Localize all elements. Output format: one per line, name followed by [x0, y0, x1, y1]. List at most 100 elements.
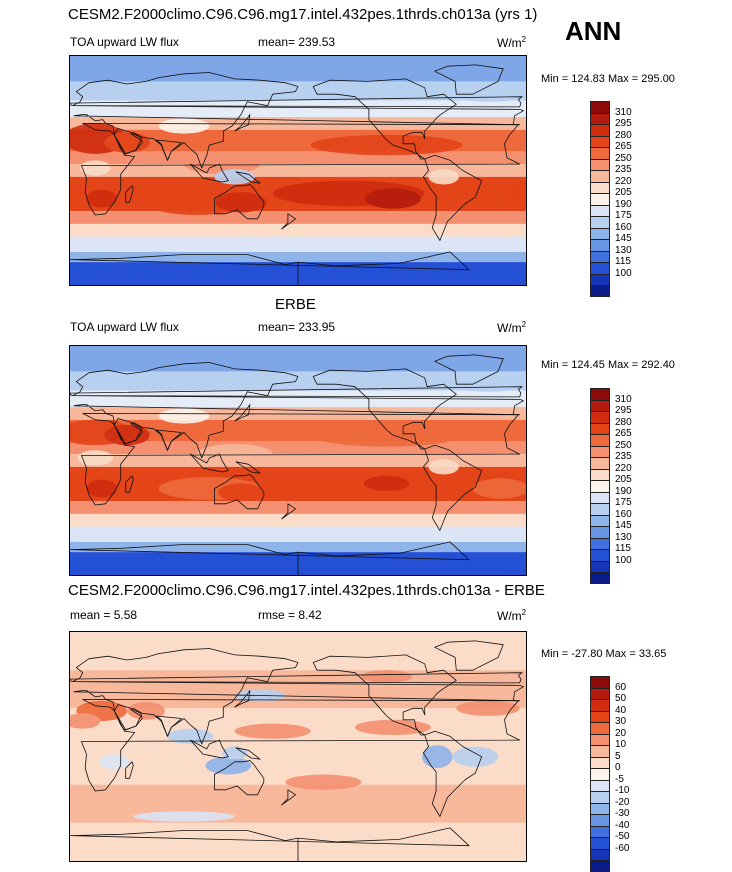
- colorbar-label: 190: [615, 198, 632, 210]
- colorbar-label: 115: [615, 543, 631, 554]
- field-band: [70, 526, 526, 542]
- panel-2-minmax: Min = 124.45 Max = 292.40: [541, 359, 675, 371]
- colorbar-swatch: [590, 768, 610, 780]
- panel-1-mean-label: mean= 239.53: [258, 35, 336, 49]
- field-feature: [133, 811, 235, 822]
- coastline-india: [155, 139, 182, 161]
- colorbar-swatch: [590, 549, 610, 561]
- field-feature: [70, 713, 101, 729]
- coastline-north-america: [312, 654, 457, 736]
- colorbar-label: 250: [615, 152, 632, 164]
- coastline-india: [155, 715, 182, 737]
- field-features: [70, 371, 526, 502]
- colorbar-swatch: [590, 480, 610, 492]
- coastline-uk: [70, 386, 523, 398]
- colorbar-swatch: [590, 560, 610, 572]
- coastline-indonesia: [189, 163, 229, 183]
- field-band: [70, 151, 526, 165]
- colorbar-label: 40: [615, 704, 627, 716]
- colorbar-swatch: [590, 756, 610, 768]
- field-feature: [363, 475, 410, 492]
- field-band: [70, 390, 526, 408]
- field-bands: [70, 56, 526, 285]
- colorbar-swatch: [590, 422, 610, 434]
- field-band: [70, 211, 526, 224]
- field-feature: [234, 723, 311, 739]
- colorbar-swatch: [590, 814, 610, 826]
- coastlines: [70, 354, 524, 575]
- colorbar-swatch: [590, 468, 610, 480]
- colorbar-label: 5: [615, 750, 621, 762]
- field-feature: [355, 719, 431, 736]
- field-feature: [215, 192, 267, 213]
- coastline-new-zealand: [281, 503, 296, 520]
- colorbar-swatch: [590, 273, 610, 285]
- coastline-south-america: [422, 730, 483, 817]
- colorbar-label: 205: [615, 187, 632, 198]
- colorbar-swatch: [590, 457, 610, 469]
- field-feature: [428, 169, 459, 185]
- coastline-indonesia: [189, 453, 229, 473]
- field-feature: [104, 132, 150, 153]
- panel-1-variable-label: TOA upward LW flux: [70, 35, 179, 49]
- coastline-greenland: [434, 64, 504, 95]
- colorbar-swatch: [590, 181, 610, 193]
- colorbar-swatch: [590, 837, 610, 849]
- colorbar-swatch: [590, 779, 610, 791]
- coastline-australia: [213, 474, 265, 510]
- colorbar-swatch: [590, 848, 610, 860]
- field-feature: [77, 450, 114, 466]
- coastline-new-zealand: [281, 789, 296, 806]
- colorbar-swatch: [590, 216, 610, 228]
- colorbar-label: -5: [615, 773, 624, 785]
- coastline-madagascar: [125, 475, 134, 493]
- field-feature: [167, 728, 214, 744]
- panel-2-title: ERBE: [275, 296, 316, 313]
- field-feature: [310, 134, 463, 156]
- coastline-new-zealand: [281, 213, 296, 230]
- coastline-new-guinea: [235, 171, 261, 184]
- colorbar-label: 310: [615, 106, 632, 118]
- field-band: [70, 632, 526, 671]
- colorbar-label: -50: [615, 831, 630, 842]
- colorbar-swatch: [590, 791, 610, 803]
- panel-2-variable-label: TOA upward LW flux: [70, 320, 179, 334]
- colorbar-label: 190: [615, 485, 632, 497]
- colorbar-label: 235: [615, 451, 632, 462]
- coastline-africa: [80, 123, 521, 216]
- colorbar-swatch: [590, 124, 610, 136]
- colorbar-label: 205: [615, 474, 632, 485]
- colorbar-label: 10: [615, 739, 627, 750]
- colorbar-swatch: [590, 262, 610, 274]
- colorbar-frame: [590, 101, 610, 297]
- colorbar-swatch: [590, 227, 610, 239]
- colorbar-swatch: [590, 699, 610, 711]
- coastline-antarctica: [70, 827, 470, 861]
- colorbar-swatch: [590, 491, 610, 503]
- panel-3-rmse-label: rmse = 8.42: [258, 608, 322, 622]
- panel-2-units: W/m2: [497, 320, 527, 335]
- colorbar-label: 50: [615, 693, 627, 704]
- coastline-australia: [213, 760, 265, 796]
- colorbar-swatch: [590, 722, 610, 734]
- colorbar-label: 100: [615, 554, 632, 566]
- colorbar-swatch: [590, 170, 610, 182]
- field-band: [70, 100, 526, 118]
- field-feature: [260, 373, 336, 390]
- panel-2-colorbar: 310 295 280 265 250 235 220 205 190 175 160 145 130 1…: [590, 388, 650, 584]
- panel-3-mean-label: mean = 5.58: [70, 608, 138, 622]
- colorbar-swatch: [590, 825, 610, 837]
- colorbar-label: 30: [615, 716, 627, 727]
- coastline-uk: [70, 672, 523, 684]
- panel-3-map: [69, 631, 527, 862]
- coastline-greenland: [434, 640, 504, 671]
- colorbar-swatch: [590, 411, 610, 423]
- colorbar-label: 160: [615, 221, 632, 233]
- colorbar-label: 175: [615, 497, 632, 508]
- colorbar-label: 0: [615, 762, 621, 773]
- colorbar-label: 280: [615, 416, 632, 428]
- field-feature: [452, 746, 499, 767]
- field-feature: [86, 479, 117, 498]
- coastline-antarctica: [70, 541, 470, 575]
- field-feature: [218, 483, 264, 502]
